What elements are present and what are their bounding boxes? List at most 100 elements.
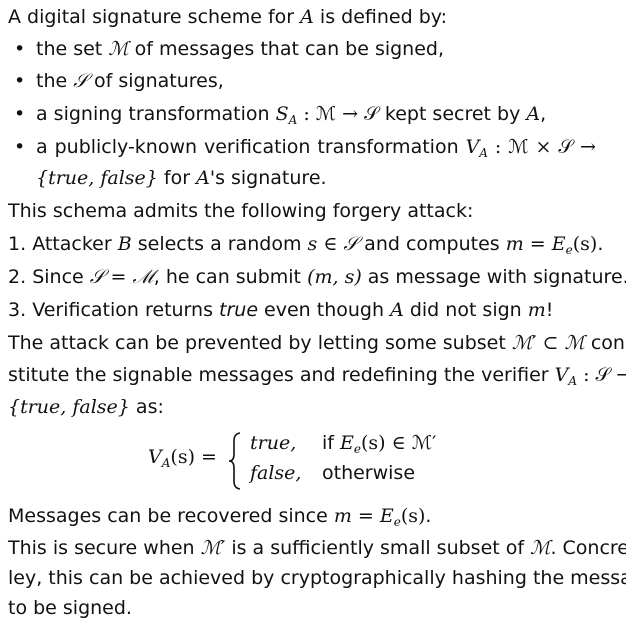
bullet-text-end: ,	[540, 103, 547, 125]
step-text-end: .	[597, 233, 604, 255]
secure-text: This is secure when	[8, 537, 195, 559]
prevent-text-end: as:	[129, 396, 164, 418]
prevent-line-1: The attack can be prevented by letting s…	[8, 330, 626, 356]
secure-line-2: ley, this can be achieved by cryptograph…	[8, 567, 626, 589]
bullet-text: for	[157, 167, 197, 189]
prevent-line-2: stitute the signable messages and redefi…	[8, 362, 626, 388]
secure-text: is a sufficiently small subset of	[231, 537, 525, 559]
math-sub-A: A	[479, 146, 488, 160]
left-brace-icon	[228, 432, 241, 490]
math-M: ℳ	[108, 38, 129, 60]
math-sub-e: e	[393, 515, 401, 529]
math-sub-A: A	[568, 374, 578, 388]
equation-lhs: VA(s) =	[148, 446, 217, 470]
bullet-item-verification: • a publicly-known verification transform…	[14, 134, 596, 160]
bullet-text-end: of messages that can be signed,	[128, 38, 445, 60]
recover-line: Messages can be recovered since m = Ee(s…	[8, 503, 431, 529]
prevent-text-end: con-	[590, 332, 626, 354]
case-condition-text: if	[322, 432, 341, 454]
math-m: m	[527, 299, 546, 321]
math-S-eq-M: 𝒮 = ℳ	[89, 266, 154, 288]
bullet-dot: •	[14, 70, 26, 92]
math-M-prime: ℳ′	[200, 537, 226, 559]
step-number: 2.	[8, 266, 27, 288]
intro-math-A: A	[300, 6, 314, 28]
schema-line: This schema admits the following forgery…	[8, 200, 474, 222]
math-M: ℳ	[530, 537, 551, 559]
math-s-in-S: s ∈ 𝒮	[307, 233, 359, 255]
math-set-true-false: {true, false}	[36, 167, 158, 189]
math-M-prime-subset: ℳ′ ⊂ ℳ	[511, 332, 585, 354]
bullet-text: a publicly-known verification transforma…	[36, 136, 459, 158]
bullet-text: kept secret by	[378, 103, 527, 125]
step-text: selects a random	[131, 233, 308, 255]
bullet-dot: •	[14, 103, 26, 125]
step-number: 1.	[8, 233, 27, 255]
step-text: even though	[258, 299, 391, 321]
math-condition: (s) ∈ ℳ′	[361, 432, 437, 454]
math-S: 𝒮	[73, 70, 88, 92]
case-value: false,	[250, 462, 302, 484]
bullet-item-signatures: • the 𝒮 of signatures,	[14, 68, 224, 94]
math-paren-s: (s)	[572, 233, 598, 255]
step-text-end: as message with signature.	[361, 266, 626, 288]
step-text: Since	[32, 266, 90, 288]
recover-text-end: .	[425, 505, 432, 527]
bullet-item-messages: • the set ℳ of messages that can be signe…	[14, 36, 444, 62]
math-m-eq-E: m = E	[505, 233, 566, 255]
case-value: true,	[250, 432, 297, 454]
math-verifier-map: : 𝒮 →	[583, 364, 626, 386]
bullet-text: the set	[36, 38, 109, 60]
step-text: Attacker	[32, 233, 118, 255]
step-number: 3.	[8, 299, 27, 321]
intro-text-end: is defined by:	[313, 6, 448, 28]
math-lhs-rest: (s) =	[170, 446, 217, 468]
bullet-dot: •	[14, 38, 26, 60]
step-1: 1. Attacker B selects a random s ∈ 𝒮 and…	[8, 231, 603, 257]
secure-text-end: . Concret-	[550, 537, 626, 559]
step-3: 3. Verification returns true even though…	[8, 297, 553, 323]
math-B: B	[117, 233, 132, 255]
intro-text: A digital signature scheme for	[8, 6, 301, 28]
math-A: A	[390, 299, 404, 321]
verifier-equation: VA(s) = true, if Ee(s) ∈ ℳ′ false, otherwi…	[148, 430, 468, 490]
step-2: 2. Since 𝒮 = ℳ, he can submit (m, s) as …	[8, 264, 626, 290]
step-text-end: !	[545, 299, 554, 321]
step-text: and computes	[358, 233, 506, 255]
math-pair-m-s: (m, s)	[307, 266, 362, 288]
step-text: Verification returns	[32, 299, 220, 321]
bullet-text-end: of signatures,	[87, 70, 224, 92]
bullet-text-end: 's signature.	[209, 167, 327, 189]
step-text: did not sign	[403, 299, 528, 321]
math-sub-A: A	[288, 113, 298, 127]
math-E: E	[340, 432, 354, 454]
equation-case-false: false, otherwise	[250, 462, 415, 484]
math-m-eq-E: m = E	[333, 505, 394, 527]
step-text: , he can submit	[153, 266, 308, 288]
prevent-text: The attack can be prevented by letting s…	[8, 332, 506, 354]
math-paren-s: (s)	[400, 505, 426, 527]
bullet-item-signing: • a signing transformation SA : ℳ → 𝒮 kep…	[14, 101, 546, 127]
bullet-dot: •	[14, 136, 26, 158]
bullet-text: a signing transformation	[36, 103, 276, 125]
intro-line: A digital signature scheme for A is defi…	[8, 4, 447, 30]
math-set-true-false: {true, false}	[8, 396, 130, 418]
equation-case-true: true, if Ee(s) ∈ ℳ′	[250, 432, 437, 456]
math-V: V	[148, 446, 162, 468]
math-A: A	[196, 167, 210, 189]
secure-line-3: to be signed.	[8, 597, 132, 619]
math-sub-e: e	[353, 442, 361, 456]
recover-text: Messages can be recovered since	[8, 505, 334, 527]
bullet-item-verification-cont: {true, false} for A's signature.	[36, 165, 327, 191]
math-S-A: S	[275, 103, 289, 125]
math-sub-A: A	[161, 456, 171, 470]
secure-line-1: This is secure when ℳ′ is a sufficiently…	[8, 535, 626, 561]
prevent-text: stitute the signable messages and redefi…	[8, 364, 549, 386]
math-V-A: V	[554, 364, 569, 386]
math-V-A: V	[465, 136, 480, 158]
math-map: : ℳ → 𝒮	[297, 103, 379, 125]
case-condition-text: otherwise	[322, 462, 416, 484]
math-A: A	[526, 103, 541, 125]
bullet-text: the	[36, 70, 74, 92]
